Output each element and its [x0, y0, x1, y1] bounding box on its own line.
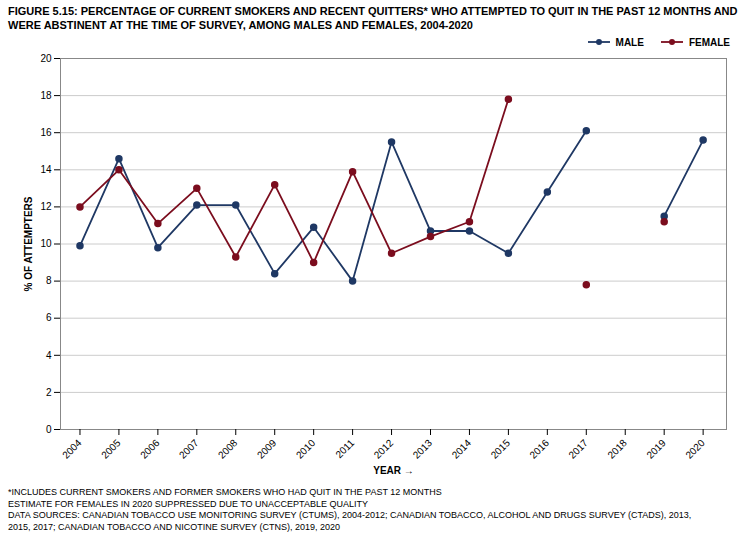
svg-text:2011: 2011: [333, 437, 356, 460]
svg-text:8: 8: [46, 275, 52, 286]
svg-text:2005: 2005: [99, 437, 123, 461]
html-text:DATA SOURCES: CANADIAN TOBACCO: DATA SOURCES: CANADIAN TOBACCO USE MONIT…: [8, 510, 692, 520]
svg-text:4: 4: [46, 350, 52, 361]
svg-text:16: 16: [40, 127, 52, 138]
svg-text:20: 20: [40, 53, 52, 64]
html-text:*INCLUDES CURRENT SMOKERS AND: *INCLUDES CURRENT SMOKERS AND FORMER SMO…: [8, 487, 442, 497]
svg-text:6: 6: [46, 312, 52, 323]
svg-text:2009: 2009: [255, 437, 279, 461]
svg-text:YEAR →: YEAR →: [373, 465, 414, 476]
svg-text:2018: 2018: [605, 437, 629, 461]
svg-text:% OF ATTEMPTERS: % OF ATTEMPTERS: [23, 196, 34, 291]
html-text:2015, 2017; CANADIAN TOBACCO A: 2015, 2017; CANADIAN TOBACCO AND NICOTIN…: [8, 521, 340, 532]
svg-text:12: 12: [40, 201, 52, 212]
svg-text:2017: 2017: [566, 437, 590, 461]
html-text:ESTIMATE FOR FEMALES IN 2020 S: ESTIMATE FOR FEMALES IN 2020 SUPPRESSED …: [8, 498, 368, 509]
html-text:FEMALE: FEMALE: [688, 36, 730, 48]
svg-text:2019: 2019: [644, 437, 668, 461]
svg-text:2012: 2012: [372, 437, 396, 461]
svg-text:2020: 2020: [683, 437, 707, 461]
svg-text:2010: 2010: [294, 437, 318, 461]
svg-text:10: 10: [40, 238, 52, 249]
svg-text:2013: 2013: [411, 437, 435, 461]
html-text:MALE: MALE: [615, 36, 644, 48]
svg-text:14: 14: [40, 164, 52, 175]
svg-text:2: 2: [46, 387, 52, 398]
svg-text:0: 0: [46, 424, 52, 435]
svg-text:2014: 2014: [450, 437, 474, 461]
svg-text:2004: 2004: [60, 437, 84, 461]
svg-text:2007: 2007: [177, 437, 201, 461]
svg-text:2016: 2016: [528, 437, 552, 461]
svg-text:2006: 2006: [138, 437, 162, 461]
svg-text:2008: 2008: [216, 437, 240, 461]
svg-text:18: 18: [40, 90, 52, 101]
svg-text:2015: 2015: [489, 437, 513, 461]
html-text:FIGURE 5.15: PERCENTAGE OF CUR: FIGURE 5.15: PERCENTAGE OF CURRENT SMOKE…: [8, 5, 738, 31]
